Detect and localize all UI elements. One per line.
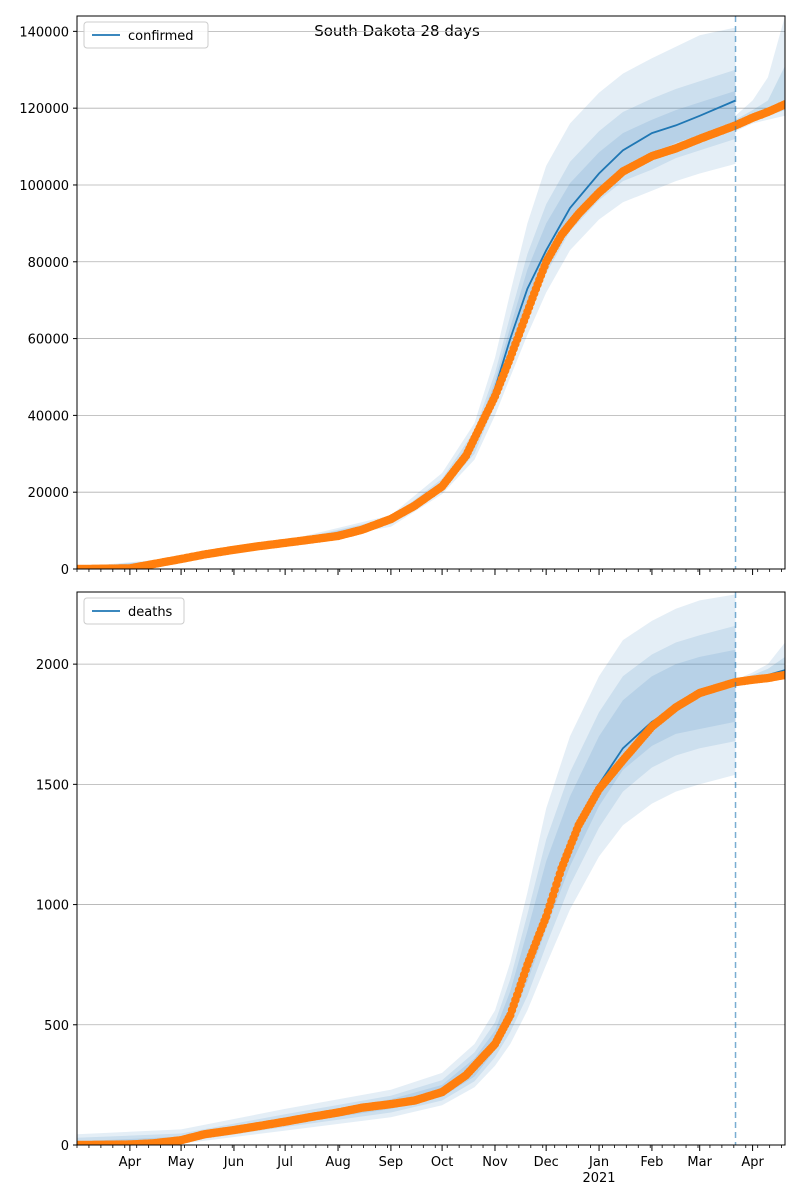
legend-label: confirmed (128, 29, 194, 44)
x-tick-label: Aug (325, 1155, 350, 1170)
confidence-band-inner (77, 90, 736, 569)
confidence-band-middle (77, 625, 736, 1145)
observed-point (780, 670, 785, 680)
y-tick-label: 100000 (19, 179, 69, 194)
y-tick-label: 140000 (19, 25, 69, 40)
confidence-band-outer (77, 27, 736, 569)
confidence-band-middle (77, 69, 736, 569)
x-tick-label: Apr (119, 1155, 142, 1170)
plot-frame (76, 15, 786, 570)
confidence-band-outer (77, 594, 736, 1145)
y-tick-label: 40000 (28, 409, 69, 424)
legend-label: deaths (128, 605, 173, 620)
x-tick-label: Jan (588, 1155, 609, 1170)
y-tick-label: 0 (61, 1139, 69, 1154)
x-year-label: 2021 (582, 1171, 615, 1186)
x-tick-label: Jun (223, 1155, 244, 1170)
legend-box (83, 21, 209, 49)
confidence-band-inner (77, 649, 736, 1145)
x-tick-label: Mar (687, 1155, 712, 1170)
y-tick-label: 1000 (36, 899, 69, 914)
observed-points (77, 100, 785, 569)
legend-box (83, 597, 185, 625)
x-tick-label: Sep (379, 1155, 404, 1170)
x-tick-label: Nov (482, 1155, 508, 1170)
x-tick-label: Dec (534, 1155, 559, 1170)
observed-points (77, 670, 785, 1145)
x-tick-label: Oct (431, 1155, 453, 1170)
x-tick-label: Feb (640, 1155, 663, 1170)
y-tick-label: 2000 (36, 658, 69, 673)
forecast-band-outer (735, 16, 785, 132)
y-tick-label: 0 (61, 563, 69, 578)
deaths-panel: 0 500 1000 1500 2000 Apr May Jun Jul Aug Sep Oct Nov… (36, 591, 786, 1186)
observed-point (780, 100, 785, 109)
x-tick-label: May (168, 1155, 195, 1170)
y-tick-label: 120000 (19, 102, 69, 117)
y-tick-label: 1500 (36, 778, 69, 793)
x-tick-label: Jul (276, 1155, 293, 1170)
y-tick-label: 20000 (28, 486, 69, 501)
y-tick-label: 500 (44, 1019, 69, 1034)
y-tick-label: 80000 (28, 256, 69, 271)
x-tick-label: Apr (741, 1155, 764, 1170)
plot-frame (76, 591, 786, 1146)
confirmed-panel: 0 20000 40000 60000 80000 100000 120000 140000 c… (19, 15, 786, 578)
y-tick-label: 60000 (28, 333, 69, 348)
